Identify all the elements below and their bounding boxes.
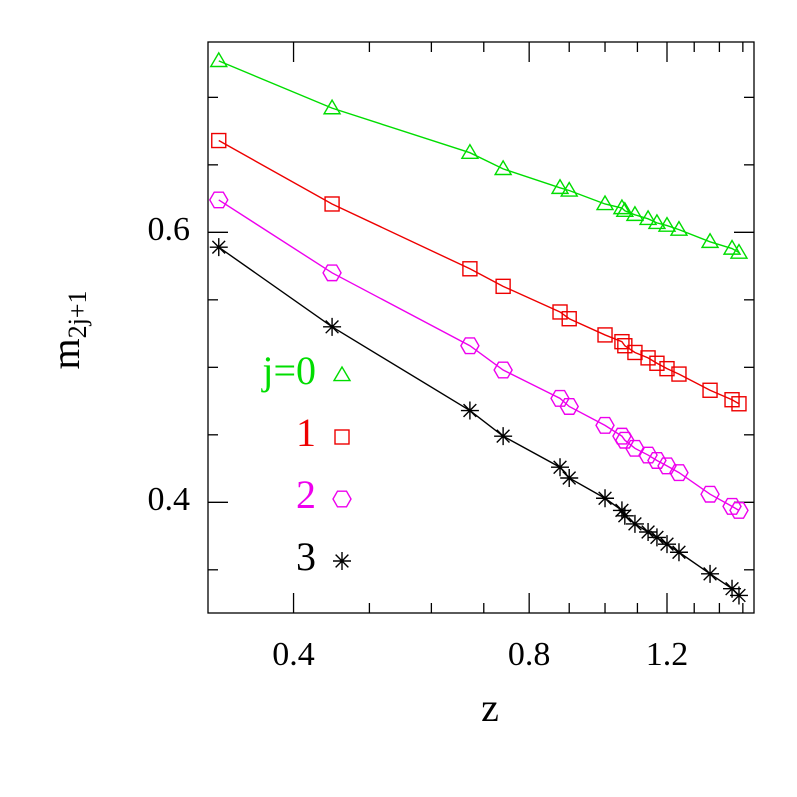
marker-asterisk [729, 586, 748, 605]
marker-asterisk [209, 238, 228, 257]
marker-hexagon [595, 416, 615, 434]
marker-hexagon [612, 427, 632, 445]
marker-asterisk [560, 469, 579, 488]
y-axis-label-base: m [43, 338, 88, 369]
marker-asterisk [596, 489, 615, 508]
marker-square [614, 333, 630, 350]
marker-triangle [559, 181, 579, 197]
marker-triangle [700, 232, 720, 249]
marker-triangle [657, 216, 677, 232]
marker-triangle [612, 198, 632, 215]
x-tick-label: 0.4 [272, 636, 315, 673]
marker-triangle [332, 365, 352, 382]
marker-square [462, 261, 478, 277]
marker-square [702, 382, 718, 398]
marker-square [627, 344, 643, 361]
y-axis-label-sub: 2j+1 [63, 290, 92, 338]
marker-hexagon [550, 389, 570, 407]
marker-triangle [722, 239, 742, 255]
marker-hexagon [638, 446, 658, 464]
marker-hexagon [700, 485, 720, 503]
marker-triangle [595, 194, 615, 211]
series-line [218, 139, 740, 405]
series-line [218, 199, 740, 512]
y-tick-label: 0.4 [148, 481, 191, 518]
marker-asterisk [615, 506, 634, 525]
marker-asterisk [723, 579, 742, 598]
legend-label: 1 [296, 410, 316, 455]
marker-square [495, 278, 511, 295]
marker-square [731, 396, 747, 412]
marker-triangle [322, 98, 342, 115]
marker-hexagon [657, 457, 677, 475]
marker-hexagon [208, 191, 229, 209]
marker-asterisk [658, 535, 677, 554]
marker-square [649, 355, 665, 371]
marker-triangle [460, 143, 480, 159]
marker-asterisk [333, 552, 351, 570]
x-axis-label: z [481, 685, 499, 730]
x-tick-label: 1.2 [646, 636, 689, 673]
marker-hexagon [615, 431, 635, 449]
marker-triangle [493, 159, 513, 176]
marker-asterisk [323, 317, 342, 336]
marker-hexagon [332, 490, 352, 508]
marker-triangle [638, 209, 658, 226]
y-tick-label: 0.6 [148, 211, 191, 248]
legend-label: 3 [296, 534, 316, 579]
marker-square [640, 350, 656, 366]
marker-hexagon [460, 337, 480, 355]
marker-triangle [647, 213, 667, 230]
legend-label: j=0 [260, 348, 316, 393]
x-tick-label: 0.8 [508, 636, 551, 673]
marker-asterisk [612, 501, 631, 520]
marker-square [334, 429, 350, 445]
marker-triangle [550, 178, 570, 195]
marker-square [561, 311, 577, 327]
marker-triangle [209, 51, 228, 68]
marker-square [324, 196, 340, 212]
marker-hexagon [322, 264, 342, 282]
marker-asterisk [647, 528, 666, 547]
series-line [218, 60, 740, 254]
marker-asterisk [701, 564, 720, 583]
marker-square [597, 327, 613, 343]
marker-hexagon [493, 361, 513, 379]
marker-triangle [669, 220, 689, 236]
marker-square [671, 366, 687, 382]
legend-label: 2 [296, 472, 316, 517]
marker-asterisk [639, 523, 658, 542]
y-axis-label: m2j+1 [43, 290, 92, 369]
marker-square [659, 360, 675, 377]
plot-frame [207, 41, 755, 614]
marker-hexagon [669, 464, 689, 482]
marker-triangle [615, 201, 635, 218]
marker-hexagon [729, 501, 749, 519]
marker-hexagon [559, 397, 580, 415]
marker-asterisk [460, 401, 479, 420]
marker-triangle [625, 205, 645, 222]
marker-hexagon [647, 451, 667, 469]
marker-asterisk [625, 514, 644, 533]
marker-triangle [729, 243, 749, 259]
marker-asterisk [494, 427, 513, 446]
marker-square [211, 132, 227, 149]
marker-hexagon [722, 497, 742, 515]
marker-asterisk [669, 543, 688, 562]
marker-asterisk [551, 458, 570, 477]
